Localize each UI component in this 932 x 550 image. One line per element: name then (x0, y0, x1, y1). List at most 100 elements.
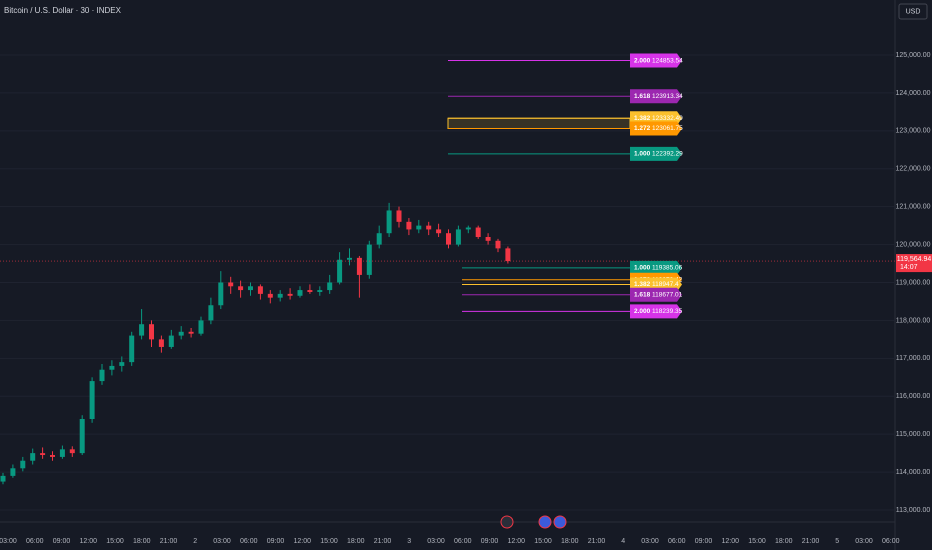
x-tick-label: 5 (835, 538, 839, 545)
candle-body (307, 290, 313, 292)
event-icons (500, 515, 567, 529)
fib-label-box (630, 146, 682, 161)
y-tick-label: 124,000.00 (895, 90, 930, 97)
fib-ratio: 1.618 (634, 291, 651, 298)
x-tick-label: 09:00 (267, 538, 285, 545)
fib-ratio: 1.000 (634, 151, 651, 158)
candle-body (20, 460, 26, 469)
candle-body (30, 453, 36, 461)
fib-label-box (630, 304, 682, 319)
x-tick-label: 18:00 (347, 538, 365, 545)
candle-body (139, 324, 145, 336)
candle-body (406, 221, 412, 230)
x-tick-label: 12:00 (507, 538, 525, 545)
fib-label-box (630, 53, 682, 68)
fib-ratio: 1.382 (634, 281, 651, 288)
x-tick-label: 03:00 (427, 538, 445, 545)
y-tick-label: 115,000.00 (896, 431, 931, 438)
candle-body (426, 225, 432, 230)
countdown: 14:07 (900, 264, 918, 271)
x-tick-label: 21:00 (588, 538, 606, 545)
currency-button[interactable] (898, 3, 928, 20)
candle-body (228, 282, 234, 287)
x-tick-label: 06:00 (26, 538, 44, 545)
x-tick-label: 15:00 (320, 538, 338, 545)
y-tick-label: 122,000.00 (895, 166, 930, 173)
candle-body (129, 335, 135, 363)
fib-price: 122392.29 (652, 151, 683, 158)
y-tick-label: 113,000.00 (896, 507, 931, 514)
currency-label[interactable]: USD (906, 8, 921, 15)
candle-body (277, 293, 283, 298)
x-tick-label: 06:00 (882, 538, 900, 545)
fib-label-box (630, 89, 682, 104)
x-tick-label: 12:00 (293, 538, 311, 545)
x-tick-label: 06:00 (454, 538, 472, 545)
candle-body (119, 362, 125, 366)
candle-body (317, 290, 323, 292)
y-tick-label: 118,000.00 (896, 317, 931, 324)
fib-ratio: 2.000 (634, 308, 651, 315)
candle-body (495, 240, 501, 249)
candle-body (267, 293, 273, 298)
candle-body (168, 335, 174, 347)
fib-ratio: 1.382 (634, 115, 651, 122)
candle-body (248, 286, 253, 291)
x-tick-label: 09:00 (53, 538, 71, 545)
x-tick-label: 3 (407, 538, 411, 545)
x-tick-label: 09:00 (481, 538, 499, 545)
fib-price: 118947.4 (652, 281, 679, 288)
candle-body (198, 320, 204, 334)
candle-body (257, 286, 263, 294)
x-tick-label: 2 (193, 538, 197, 545)
candle-body (386, 210, 392, 234)
candle-body (69, 449, 75, 454)
candle-body (446, 233, 451, 245)
candle-body (188, 331, 194, 334)
last-price-box (896, 254, 932, 273)
candle-body (208, 305, 214, 321)
x-tick-label: 4 (621, 538, 625, 545)
candle-body (218, 282, 224, 306)
fib-ratio: 1.000 (634, 265, 651, 272)
fib-zone (447, 117, 631, 129)
fib-price: 119385.06 (652, 265, 683, 272)
candle-body (238, 286, 244, 291)
candle-body (158, 339, 164, 347)
candle-body (455, 229, 461, 245)
x-tick-label: 03:00 (641, 538, 659, 545)
x-tick-label: 21:00 (374, 538, 392, 545)
candle-body (99, 369, 105, 382)
x-tick-label: 06:00 (240, 538, 258, 545)
candle-body (436, 229, 442, 234)
fib-price: 123332.49 (652, 115, 683, 122)
fib-price: 123061.75 (652, 125, 683, 132)
candle-body (327, 282, 333, 291)
y-tick-label: 125,000.00 (895, 52, 930, 59)
candle-body (40, 453, 46, 456)
x-tick-label: 15:00 (748, 538, 766, 545)
x-tick-label: 18:00 (133, 538, 151, 545)
candle-body (149, 324, 154, 340)
x-tick-label: 18:00 (775, 538, 793, 545)
x-tick-label: 18:00 (561, 538, 579, 545)
x-tick-label: 06:00 (668, 538, 686, 545)
candle-body (89, 381, 95, 420)
y-tick-label: 121,000.00 (895, 204, 930, 211)
candle-body (79, 419, 85, 454)
candle-body (10, 468, 16, 476)
fib-price: 118239.35 (652, 308, 683, 315)
candle-body (59, 449, 65, 457)
y-tick-label: 117,000.00 (896, 355, 931, 362)
fib-price: 123913.34 (652, 93, 683, 100)
candle-body (396, 210, 402, 222)
x-tick-label: 03:00 (0, 538, 17, 545)
candle-body (0, 475, 6, 482)
chart-title: Bitcoin / U.S. Dollar · 30 · INDEX (4, 6, 122, 15)
fib-price: 118677.01 (652, 291, 683, 298)
y-tick-label: 114,000.00 (896, 469, 931, 476)
x-tick-label: 12:00 (79, 538, 97, 545)
candle-body (50, 455, 55, 457)
